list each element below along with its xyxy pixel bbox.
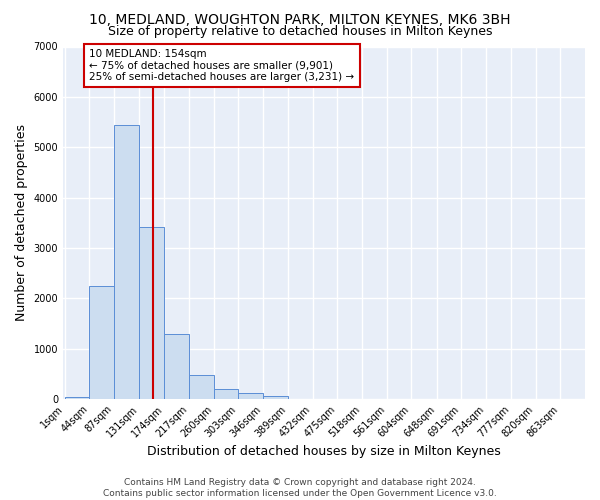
Text: 10, MEDLAND, WOUGHTON PARK, MILTON KEYNES, MK6 3BH: 10, MEDLAND, WOUGHTON PARK, MILTON KEYNE… [89, 12, 511, 26]
Text: Size of property relative to detached houses in Milton Keynes: Size of property relative to detached ho… [108, 25, 492, 38]
Bar [89, 286, 114, 399]
Bar [164, 334, 189, 399]
Bar [214, 389, 238, 399]
Bar [263, 396, 288, 399]
Bar [238, 392, 263, 399]
Bar [288, 398, 313, 399]
X-axis label: Distribution of detached houses by size in Milton Keynes: Distribution of detached houses by size … [147, 444, 501, 458]
Bar [189, 375, 214, 399]
Y-axis label: Number of detached properties: Number of detached properties [15, 124, 28, 322]
Text: 10 MEDLAND: 154sqm
← 75% of detached houses are smaller (9,901)
25% of semi-deta: 10 MEDLAND: 154sqm ← 75% of detached hou… [89, 49, 355, 82]
Bar [139, 227, 164, 399]
Bar [114, 124, 139, 399]
Bar [65, 396, 89, 399]
Text: Contains HM Land Registry data © Crown copyright and database right 2024.
Contai: Contains HM Land Registry data © Crown c… [103, 478, 497, 498]
